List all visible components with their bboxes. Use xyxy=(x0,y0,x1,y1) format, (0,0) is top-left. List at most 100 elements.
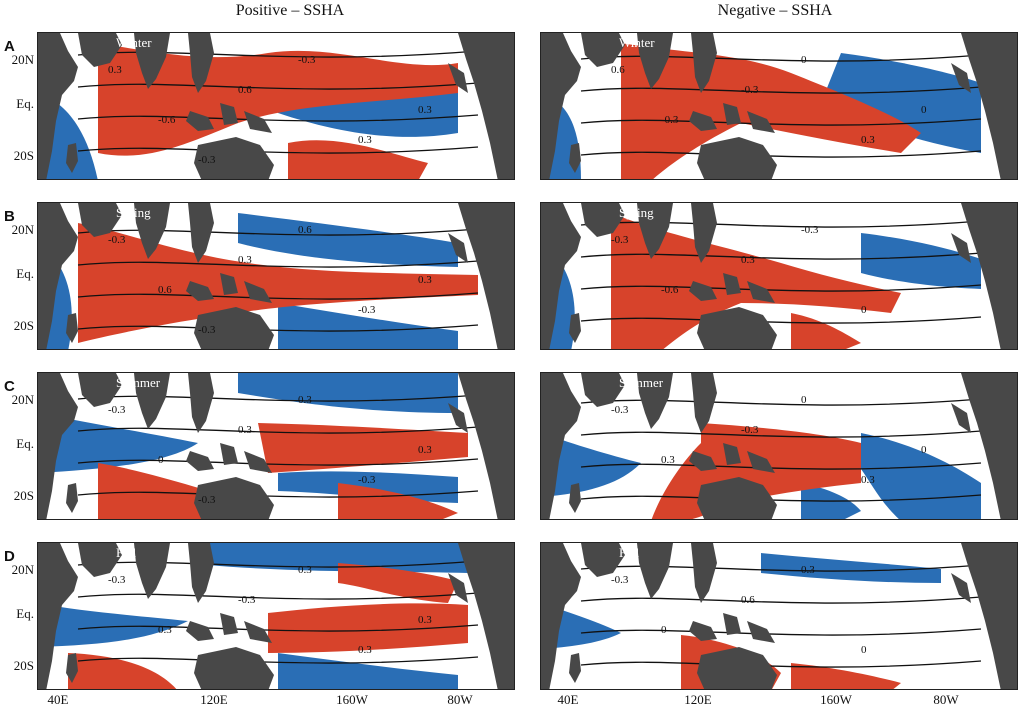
contour-line xyxy=(580,660,982,668)
contour-label: 0.3 xyxy=(418,444,432,456)
land-mass xyxy=(220,613,238,635)
lon-label-160w: 160W xyxy=(820,692,852,707)
row-letter-c: C xyxy=(4,378,15,395)
land-mass xyxy=(78,373,122,407)
land-mass xyxy=(637,373,673,429)
land-mass xyxy=(697,137,777,179)
contour-label: 0.3 xyxy=(298,564,312,576)
positive-anomaly-region xyxy=(258,423,468,473)
ssha-map: -0.3 0.6 0.3 0.6 -0.3 0.3 -0.3 Spring xyxy=(38,203,514,349)
season-label: Fall xyxy=(619,545,640,560)
land-mass xyxy=(637,203,673,259)
contour-label: 0 xyxy=(921,104,927,116)
contour-line xyxy=(580,252,982,260)
land-mass xyxy=(569,483,581,513)
land-mass xyxy=(78,33,122,67)
land-mass xyxy=(194,307,274,349)
land-mass xyxy=(691,203,717,263)
contour-line xyxy=(580,430,982,438)
negative-anomaly-region xyxy=(761,553,941,583)
lat-label-20s: 20S xyxy=(13,148,34,163)
lon-label-80w: 80W xyxy=(933,692,959,707)
contour-label: 0.3 xyxy=(661,454,675,466)
negative-anomaly-region xyxy=(861,233,981,289)
contour-label: -0.3 xyxy=(198,494,216,506)
lat-label-20n: 20N xyxy=(11,52,34,67)
land-mass xyxy=(458,373,514,519)
land-mass xyxy=(458,203,514,349)
contour-label: -0.3 xyxy=(298,54,316,66)
ssha-map: -0.3 0 0.3 0.3 -0.3 0.3 -0.3 Summer xyxy=(38,373,514,519)
contour-label: -0.3 xyxy=(741,424,759,436)
contour-label: 0 xyxy=(661,624,667,636)
contour-label: 0.6 xyxy=(611,64,625,76)
positive-anomaly-region xyxy=(338,483,458,519)
contour-label: -0.3 xyxy=(108,574,126,586)
land-mass xyxy=(244,621,272,643)
land-mass xyxy=(38,373,78,519)
lon-label-80w: 80W xyxy=(447,692,473,707)
land-mass xyxy=(961,543,1017,689)
negative-anomaly-region xyxy=(38,413,198,473)
land-mass xyxy=(188,373,214,433)
contour-label: 0 xyxy=(158,454,164,466)
contour-label: -0.3 xyxy=(198,324,216,336)
land-mass xyxy=(581,543,625,577)
contour-label: 0 xyxy=(801,394,807,406)
land-mass xyxy=(637,543,673,599)
land-mass xyxy=(747,111,775,133)
contour-label: -0.3 xyxy=(661,114,679,126)
negative-anomaly-region xyxy=(821,53,981,153)
contour-label: -0.6 xyxy=(661,284,679,296)
contour-line xyxy=(77,560,479,568)
land-mass xyxy=(134,33,170,89)
land-mass xyxy=(220,103,238,125)
land-mass xyxy=(581,203,625,237)
land-mass xyxy=(747,621,775,643)
land-mass xyxy=(448,403,468,433)
map-panel-b-negative: -0.3 -0.6 0.3 -0.3 0 Spring xyxy=(540,202,1018,350)
land-mass xyxy=(244,281,272,303)
ssha-map: -0.3 0.3 -0.3 0.3 0.3 0.3 Fall xyxy=(38,543,514,689)
contour-label: -0.6 xyxy=(158,114,176,126)
contour-label: 0.3 xyxy=(801,564,815,576)
land-mass xyxy=(951,573,971,603)
season-label: Winter xyxy=(116,35,152,50)
contour-line xyxy=(77,114,479,122)
season-label: Spring xyxy=(116,205,151,220)
row-letter-d: D xyxy=(4,548,15,565)
land-mass xyxy=(723,273,741,295)
contour-line xyxy=(77,228,479,236)
contour-label: -0.3 xyxy=(611,574,629,586)
land-mass xyxy=(951,403,971,433)
contour-line xyxy=(580,462,982,470)
contour-label: 0.3 xyxy=(108,64,122,76)
land-mass xyxy=(220,443,238,465)
contour-label: 0.3 xyxy=(238,254,252,266)
positive-anomaly-region xyxy=(791,313,861,349)
season-label: Fall xyxy=(116,545,137,560)
land-mass xyxy=(689,451,717,471)
land-mass xyxy=(188,33,214,93)
positive-anomaly-region xyxy=(68,653,177,689)
contour-line xyxy=(77,82,479,90)
land-mass xyxy=(697,477,777,519)
land-mass xyxy=(448,573,468,603)
land-mass xyxy=(220,273,238,295)
land-mass xyxy=(581,33,625,67)
land-mass xyxy=(448,233,468,263)
negative-anomaly-region xyxy=(238,373,458,413)
land-mass xyxy=(951,233,971,263)
land-mass xyxy=(38,543,78,689)
land-mass xyxy=(961,203,1017,349)
contour-line xyxy=(580,220,982,228)
land-mass xyxy=(186,111,214,131)
land-mass xyxy=(186,621,214,641)
contour-label: 0.3 xyxy=(418,274,432,286)
contour-line xyxy=(77,426,479,434)
contour-line xyxy=(580,86,982,94)
land-mass xyxy=(194,137,274,179)
land-mass xyxy=(723,103,741,125)
contour-line xyxy=(77,458,479,466)
